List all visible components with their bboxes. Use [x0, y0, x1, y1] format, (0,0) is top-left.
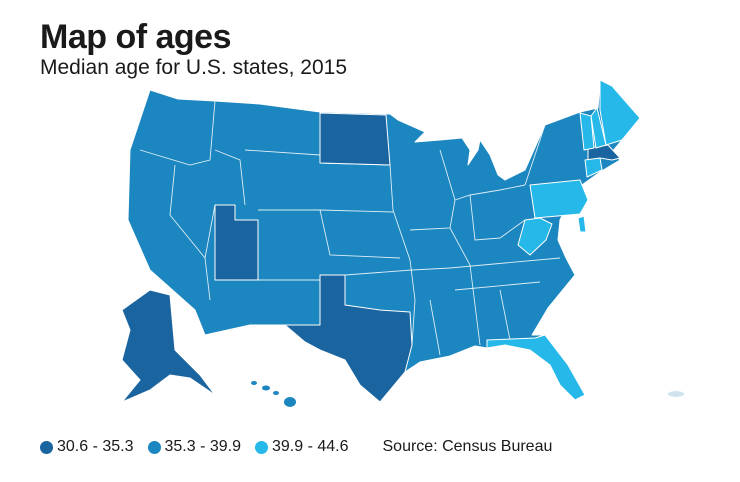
source-note: Source: Census Bureau	[382, 438, 553, 455]
state-texas	[284, 274, 413, 403]
state-florida	[486, 334, 586, 401]
state-north-dakota	[319, 112, 391, 166]
legend-item-mid: 35.3 - 39.9	[147, 438, 242, 456]
legend-item-low: 30.6 - 35.3	[40, 438, 134, 456]
legend: 30.6 - 35.3 35.3 - 39.9 39.9 - 44.6 Sour…	[40, 438, 552, 456]
legend-dot-icon	[147, 440, 161, 454]
page-subtitle: Median age for U.S. states, 2015	[40, 56, 348, 79]
state-utah	[214, 204, 259, 281]
puerto-rico	[668, 391, 684, 397]
legend-dot-icon	[40, 440, 53, 454]
state-alaska	[121, 289, 216, 403]
legend-item-high: 39.9 - 44.6	[255, 438, 349, 456]
state-west-virginia	[517, 217, 553, 256]
state-pennsylvania	[529, 179, 589, 219]
state-connecticut	[584, 157, 603, 178]
state-delaware	[577, 215, 587, 233]
legend-dot-icon	[255, 440, 268, 454]
state-vermont	[579, 112, 595, 151]
state-new-hampshire	[590, 107, 607, 149]
state-hawaii	[251, 381, 296, 407]
page-title: Map of ages	[40, 18, 231, 56]
state-maine	[599, 79, 641, 146]
legend-label: 35.3 - 39.9	[164, 438, 242, 455]
legend-label: 39.9 - 44.6	[272, 438, 349, 455]
legend-label: 30.6 - 35.3	[57, 438, 134, 455]
